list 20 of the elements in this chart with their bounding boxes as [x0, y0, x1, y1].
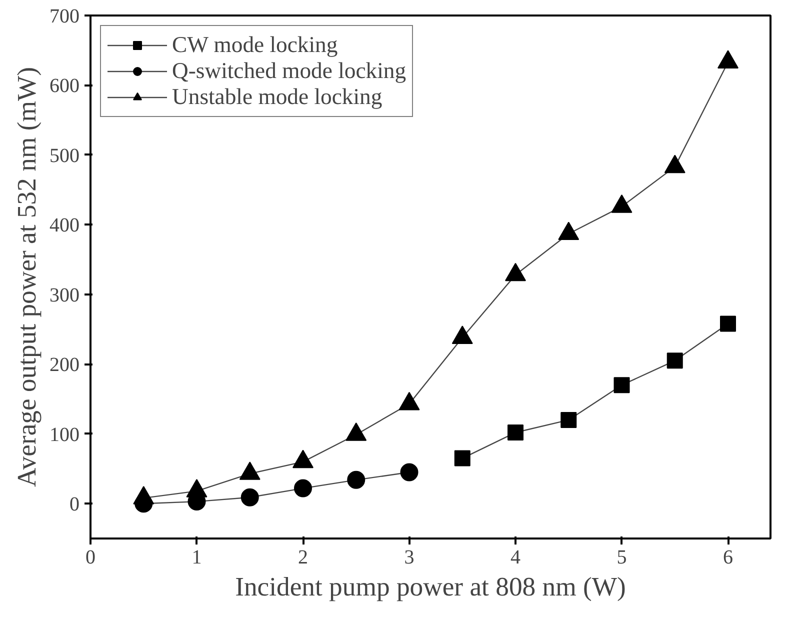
legend-label: Q-switched mode locking: [172, 58, 406, 84]
y-tick-label: 200: [50, 354, 80, 376]
legend-label: CW mode locking: [172, 32, 338, 58]
y-axis-title: Average output power at 532 nm (mW): [12, 67, 42, 487]
y-tick-label: 600: [50, 75, 80, 98]
legend-label: Unstable mode locking: [172, 84, 382, 110]
x-axis-title: Incident pump power at 808 nm (W): [235, 572, 626, 602]
x-tick-label: 2: [298, 546, 308, 568]
y-tick-label: 400: [50, 214, 80, 237]
x-tick-label: 3: [404, 546, 414, 568]
y-tick-label: 0: [70, 494, 80, 516]
y-tick-label: 300: [50, 284, 80, 306]
x-tick-label: 4: [510, 546, 520, 568]
x-tick-label: 0: [86, 546, 96, 568]
y-tick-label: 100: [50, 424, 80, 446]
x-tick-label: 1: [192, 546, 202, 568]
x-tick-label: 5: [616, 546, 627, 568]
x-tick-label: 6: [723, 546, 733, 568]
y-tick-label: 700: [50, 6, 80, 28]
y-tick-label: 500: [50, 144, 80, 167]
